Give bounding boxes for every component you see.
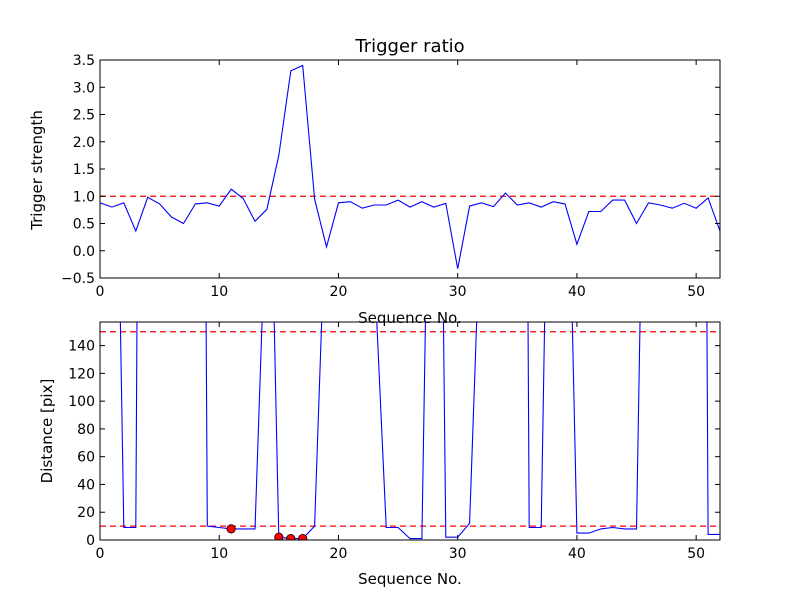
x-tick-label: 40 [568, 546, 586, 562]
x-tick-label: 30 [449, 546, 467, 562]
ticks: 0 10 20 30 40 50 −0.5 0.0 0.5 1.0 1.5 2.0 2.5 3.0 3.5 [61, 53, 720, 300]
x-tick-label: 0 [96, 546, 105, 562]
y-tick-label: 1.0 [73, 189, 95, 205]
data-point [298, 534, 308, 540]
y-tick-label: 40 [77, 477, 95, 493]
y-tick-label: 80 [77, 422, 95, 438]
ticks: 0 10 20 30 40 50 0 20 40 60 80 100 120 140 [68, 322, 720, 562]
series-line [119, 322, 720, 540]
y-tick-label: 0 [86, 533, 95, 549]
y-tick-label: 3.5 [73, 53, 95, 69]
y-tick-label: 100 [68, 394, 95, 410]
y-tick-label: 120 [68, 366, 95, 382]
y-tick-label: 0.5 [73, 217, 95, 233]
chart-title: Trigger ratio [354, 36, 464, 57]
x-tick-label: 20 [330, 284, 348, 300]
x-tick-label: 50 [687, 546, 705, 562]
x-tick-label: 10 [210, 284, 228, 300]
x-tick-label: 40 [568, 284, 586, 300]
y-tick-label: 0.0 [73, 244, 95, 260]
series-group [100, 64, 720, 269]
y-tick-label: 60 [77, 450, 95, 466]
x-axis-label: Sequence No. [358, 570, 462, 588]
data-point [286, 534, 296, 540]
plot-frame [99, 59, 721, 279]
x-tick-label: 10 [210, 546, 228, 562]
x-tick-label: 0 [96, 284, 105, 300]
reference-lines [100, 331, 720, 527]
plot-frame [99, 321, 721, 541]
x-tick-label: 50 [687, 284, 705, 300]
y-tick-label: −0.5 [61, 271, 95, 287]
distance-chart: Distance [pix] Sequence No. 0 10 20 30 40 500… [38, 321, 721, 588]
y-tick-label: 2.5 [73, 108, 95, 124]
y-tick-label: 20 [77, 505, 95, 521]
x-axis-label: Sequence No. [358, 309, 462, 327]
trigger-ratio-chart: Trigger ratio Trigger strength Sequence … [28, 36, 721, 327]
y-axis-label: Trigger strength [28, 110, 46, 231]
y-tick-label: 1.5 [73, 162, 95, 178]
x-tick-label: 30 [449, 284, 467, 300]
x-tick-label: 20 [330, 546, 348, 562]
series-line [100, 64, 720, 269]
data-point [226, 524, 236, 534]
y-tick-label: 2.0 [73, 135, 95, 151]
y-axis-label: Distance [pix] [38, 379, 56, 484]
y-tick-label: 140 [68, 339, 95, 355]
y-tick-label: 3.0 [73, 80, 95, 96]
series-group [119, 322, 720, 540]
data-point [274, 532, 284, 540]
